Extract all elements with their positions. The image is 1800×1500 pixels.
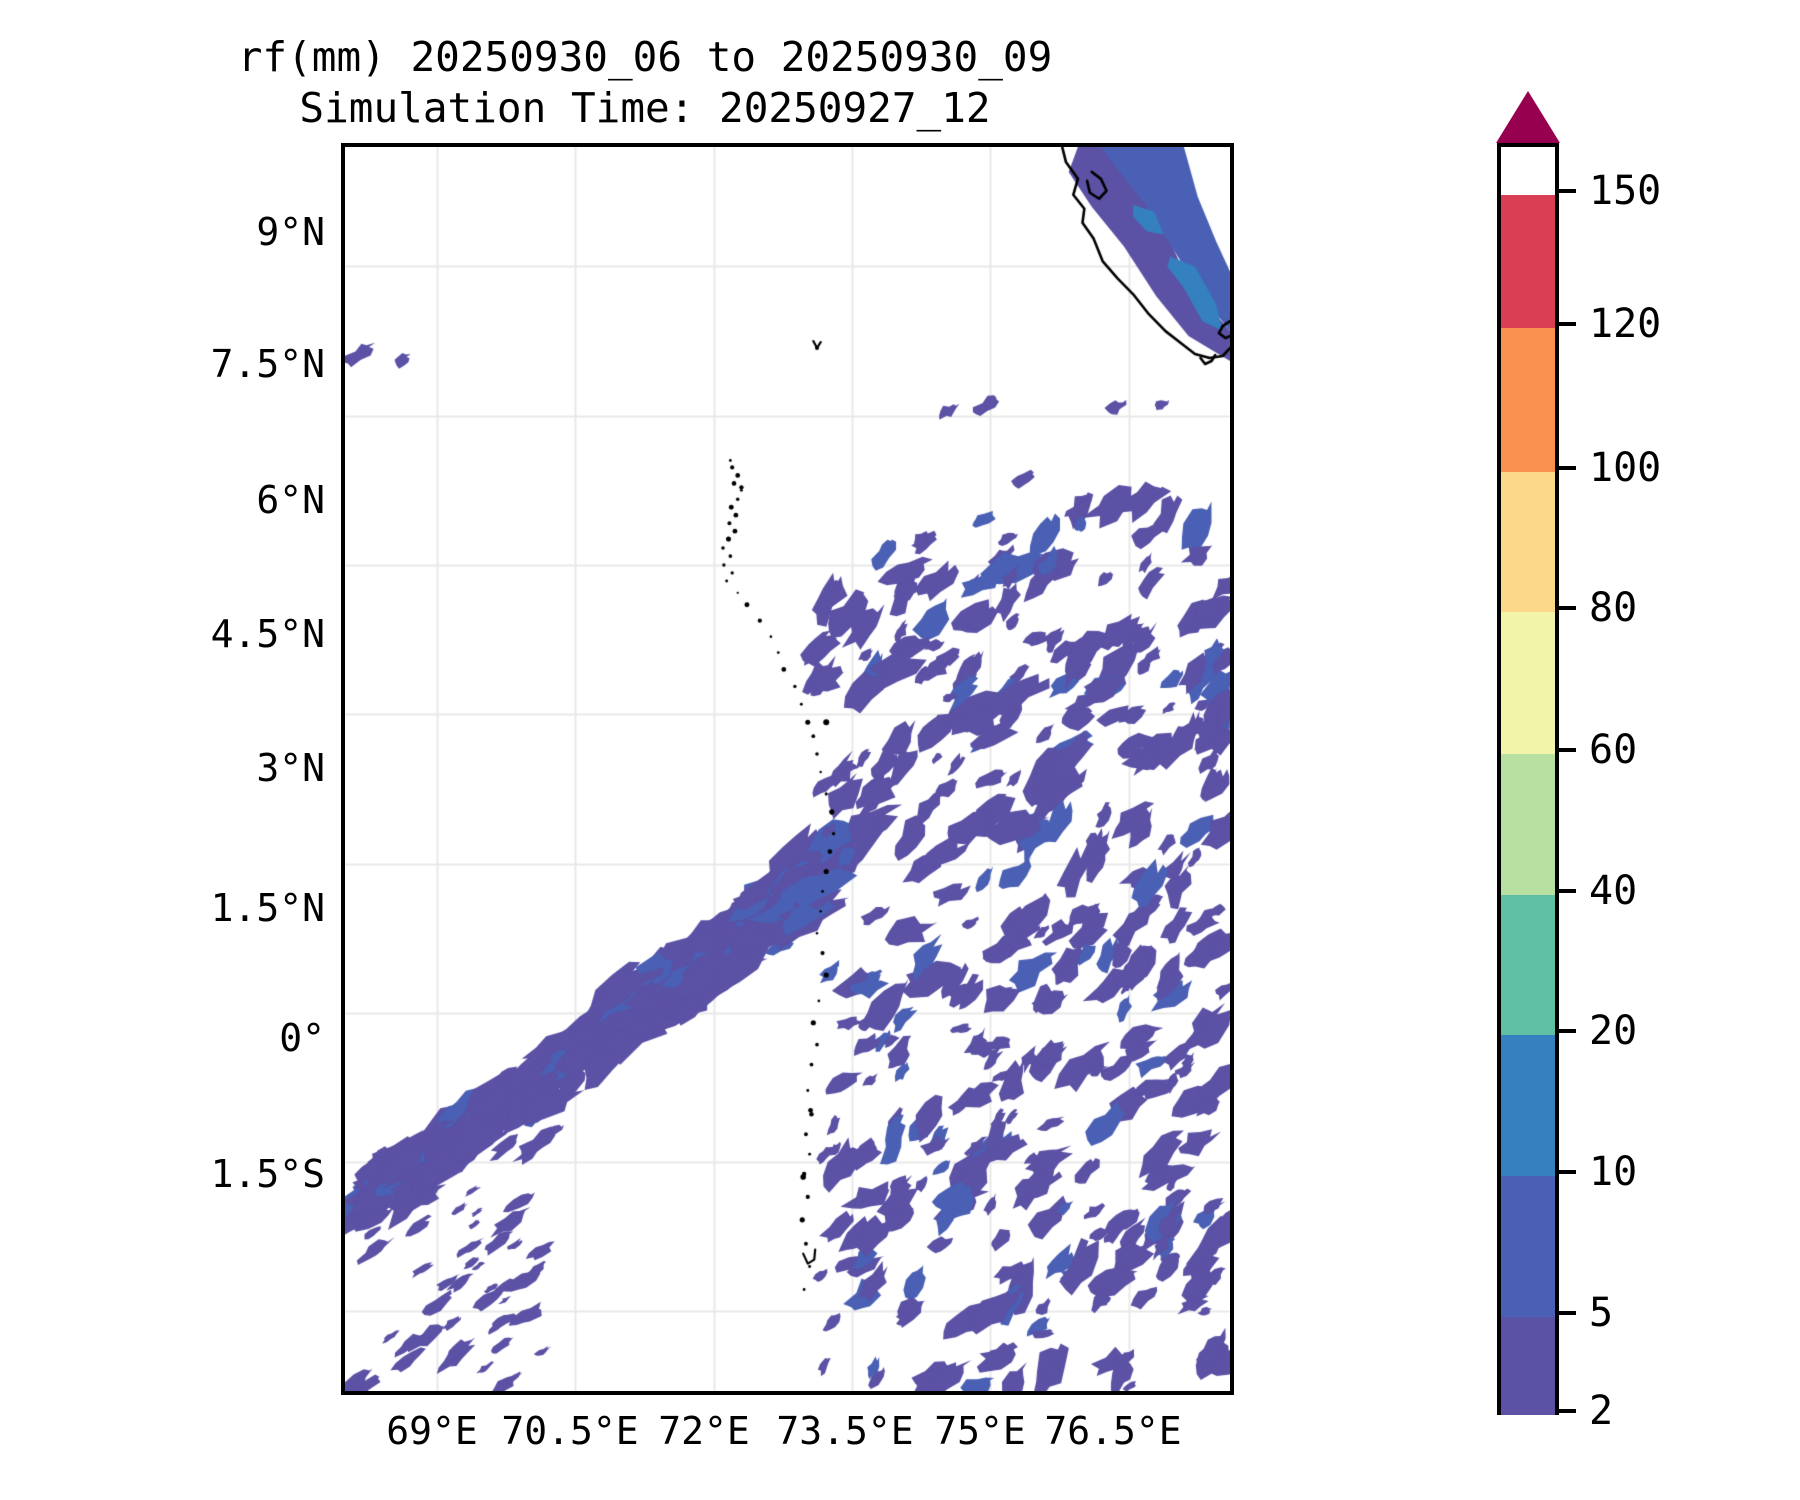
title-line-variable-and-period: rf(mm) 20250930_06 to 20250930_09: [237, 33, 1053, 81]
y-axis-tick-label: 1.5°N: [210, 886, 325, 930]
x-axis-tick-label: 75°E: [934, 1409, 1026, 1453]
y-axis-tick-label: 7.5°N: [210, 342, 325, 386]
colorbar-segment: [1501, 612, 1555, 754]
x-axis-tick-label: 72°E: [658, 1409, 750, 1453]
colorbar-segment: [1501, 1176, 1555, 1317]
colorbar-tick-mark: [1559, 889, 1576, 893]
map-plot-area: [341, 143, 1234, 1395]
colorbar-tick-label: 40: [1589, 868, 1638, 914]
y-axis-tick-label: 1.5°S: [210, 1152, 325, 1196]
rainfall-raster: [345, 147, 1230, 1391]
colorbar-tick-label: 120: [1589, 301, 1662, 347]
colorbar: 150 120 100 80 60 40 20 10 5 2: [1496, 87, 1661, 1434]
colorbar-tick-mark: [1559, 322, 1576, 326]
title-line-simulation-time: Simulation Time: 20250927_12: [299, 83, 991, 132]
colorbar-tick-label: 60: [1589, 727, 1638, 773]
colorbar-tick-mark: [1559, 1311, 1576, 1315]
colorbar-over-arrow-icon: [1496, 91, 1560, 143]
colorbar-segment: [1501, 472, 1555, 612]
colorbar-tick-label: 2: [1589, 1388, 1614, 1434]
colorbar-body: [1497, 143, 1559, 1415]
y-axis-tick-label: 4.5°N: [210, 612, 325, 656]
colorbar-segment: [1501, 1035, 1555, 1176]
colorbar-tick-mark: [1559, 466, 1576, 470]
colorbar-tick-mark: [1559, 748, 1576, 752]
y-axis-tick-label: 9°N: [256, 210, 325, 254]
colorbar-segment: [1501, 754, 1555, 895]
colorbar-segment: [1501, 195, 1555, 328]
colorbar-tick-label: 80: [1589, 585, 1638, 631]
y-axis-tick-label: 3°N: [256, 746, 325, 790]
x-axis-tick-label: 70.5°E: [501, 1409, 639, 1453]
colorbar-tick-label: 150: [1589, 168, 1662, 214]
colorbar-tick-label: 5: [1589, 1290, 1614, 1336]
colorbar-tick-label: 10: [1589, 1149, 1638, 1195]
colorbar-tick-mark: [1559, 606, 1576, 610]
colorbar-tick-mark: [1559, 1409, 1576, 1413]
y-axis-tick-label: 6°N: [256, 478, 325, 522]
colorbar-tick-mark: [1559, 1170, 1576, 1174]
chart-title: rf(mm) 20250930_06 to 20250930_09 Simula…: [0, 32, 1290, 134]
colorbar-tick-label: 100: [1589, 445, 1662, 491]
y-axis-tick-label: 0°: [279, 1016, 325, 1060]
x-axis-tick-label: 73.5°E: [776, 1409, 914, 1453]
colorbar-tick-label: 20: [1589, 1008, 1638, 1054]
colorbar-segment: [1501, 895, 1555, 1035]
colorbar-segment: [1501, 328, 1555, 472]
colorbar-tick-mark: [1559, 189, 1576, 193]
x-axis-tick-label: 76.5°E: [1044, 1409, 1182, 1453]
x-axis-tick-label: 69°E: [386, 1409, 478, 1453]
colorbar-segment: [1501, 1317, 1555, 1415]
colorbar-tick-mark: [1559, 1029, 1576, 1033]
